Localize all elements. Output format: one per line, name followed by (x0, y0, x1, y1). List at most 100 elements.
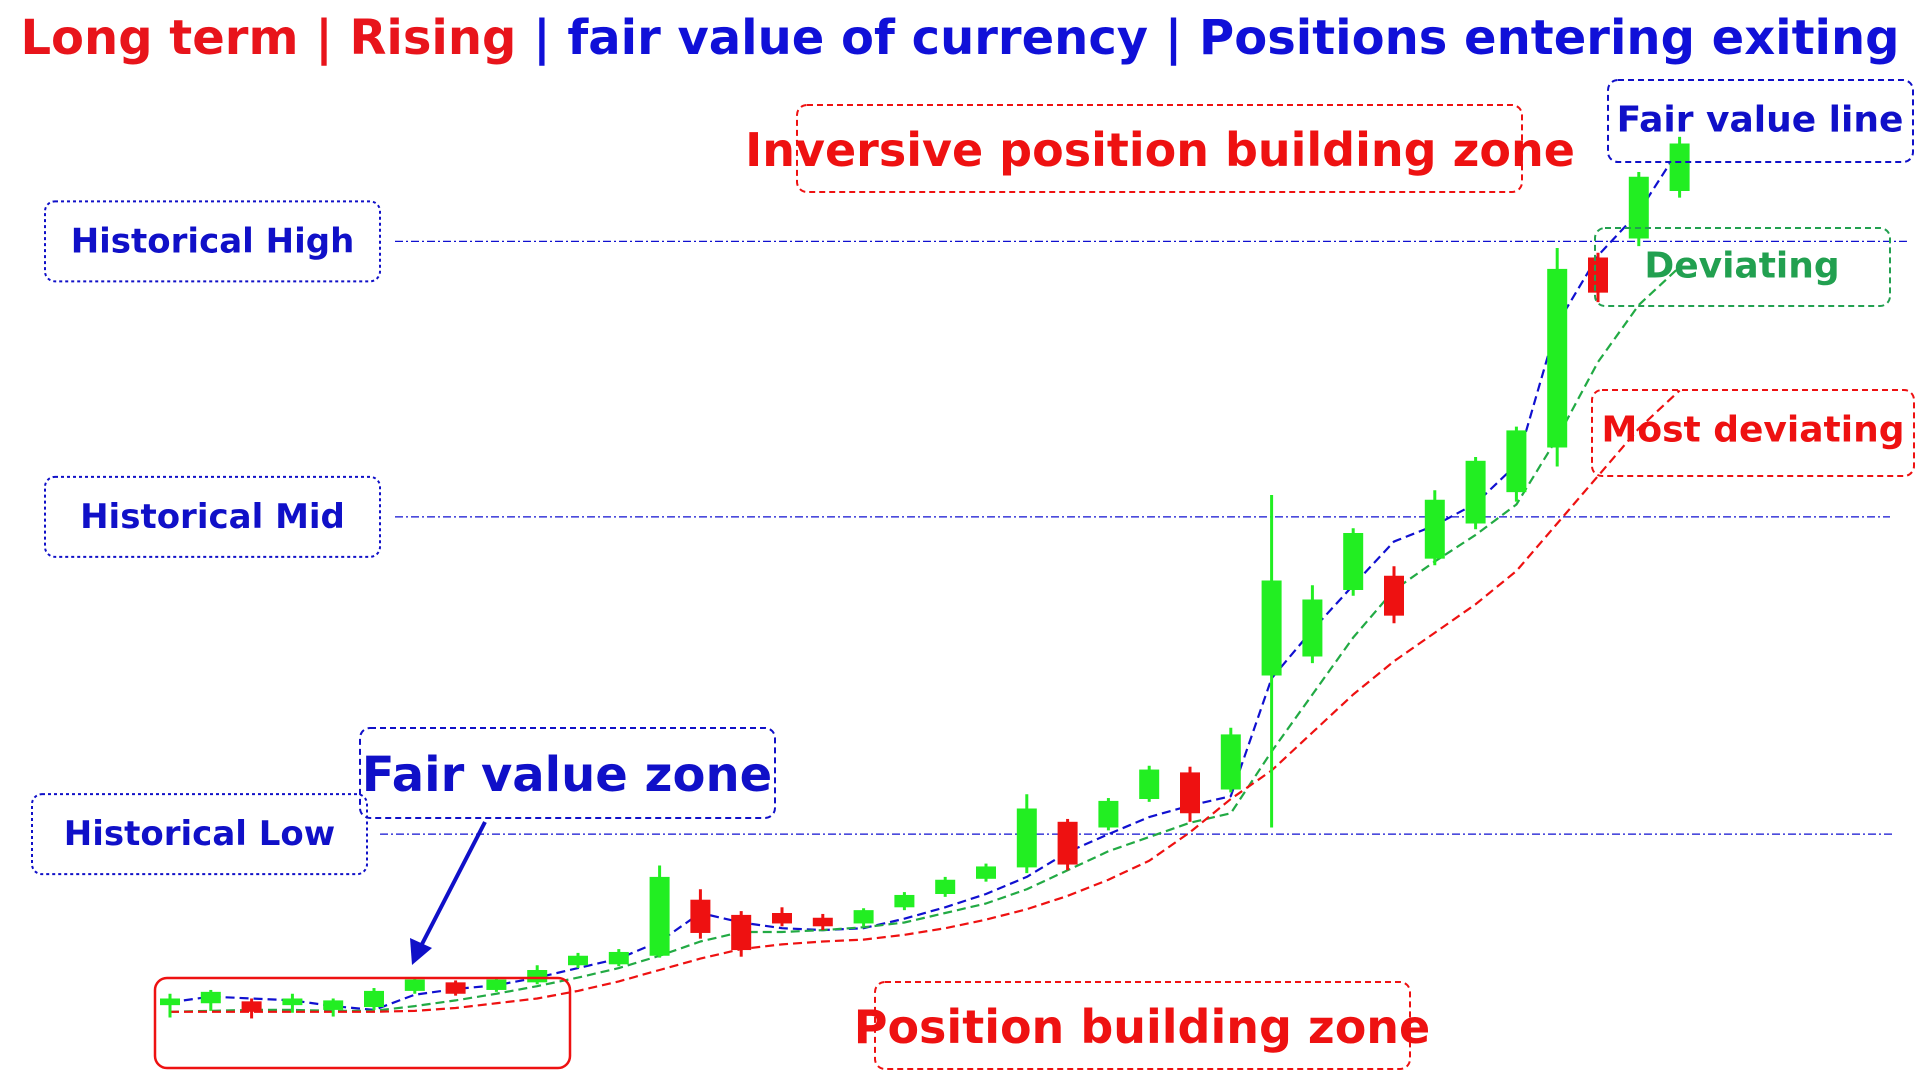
title-part-rising: Rising (349, 10, 517, 66)
candle-body (568, 955, 588, 966)
inversive-zone-box (796, 104, 1523, 193)
title-separator: | (315, 10, 333, 66)
candle (853, 908, 874, 927)
arrow-head-icon (410, 938, 432, 965)
candle (323, 998, 344, 1017)
deviating-box (1594, 227, 1891, 307)
candles (160, 136, 1690, 1019)
candle-body (690, 899, 711, 933)
candle-body (1628, 176, 1649, 239)
title-separator: | (533, 10, 551, 66)
historical-level-label: Historical Mid (80, 497, 345, 537)
candle-body (1547, 268, 1568, 448)
historical-level-box (44, 200, 381, 283)
candle-body (1506, 430, 1527, 493)
position-building-zone-label: Position building zone (854, 1000, 1431, 1054)
most-deviating-line (170, 389, 1681, 1013)
candle-body (1588, 257, 1608, 293)
candle-body (445, 982, 466, 994)
fair-value-region-box (153, 976, 572, 1070)
candle (241, 998, 262, 1019)
deviating-label: Deviating (1644, 246, 1839, 287)
candle (200, 989, 221, 1011)
candle (608, 949, 629, 967)
title-part-long-term: Long term (20, 10, 299, 66)
candle-body (1261, 580, 1282, 676)
position-building-zone-box (874, 981, 1411, 1070)
most-deviating-label: Most deviating (1602, 410, 1905, 451)
candle (1547, 248, 1568, 467)
candle-body (731, 914, 752, 951)
candle (1180, 766, 1200, 822)
candle (364, 988, 384, 1010)
candle (1343, 528, 1364, 596)
candle-body (1302, 599, 1323, 657)
candle (160, 993, 180, 1018)
fair-value-line-box (1607, 79, 1914, 163)
candle (772, 907, 792, 927)
candle-body (323, 1000, 344, 1010)
candle (690, 889, 711, 939)
candle-body (1343, 533, 1364, 590)
candle (1016, 794, 1037, 874)
candle-body (772, 913, 792, 924)
candle-body (1057, 821, 1078, 865)
annotation-labels: Fair value zone Inversive position buildi… (153, 79, 1915, 1070)
title-separator: | (1164, 10, 1183, 66)
fair-value-zone-box (359, 727, 776, 819)
candle (1628, 172, 1649, 247)
candle-body (200, 991, 221, 1004)
candle (1669, 136, 1690, 198)
candle (404, 977, 425, 994)
candle (649, 865, 670, 958)
candle-body (608, 951, 629, 965)
candle (812, 913, 833, 931)
most-deviating-box (1591, 389, 1915, 477)
candle-body (1098, 800, 1119, 828)
candle (1098, 798, 1119, 831)
candle (1384, 566, 1404, 624)
candle (527, 965, 548, 985)
historical-level-label: Historical High (71, 221, 355, 261)
candle-body (812, 917, 833, 927)
historical-level-box (44, 475, 381, 558)
candle-body (1139, 769, 1160, 799)
title-part-positions: Positions entering exiting (1199, 10, 1900, 66)
candle (1465, 457, 1486, 530)
candle-body (1424, 499, 1445, 559)
candle (1057, 818, 1078, 871)
candle-body (404, 979, 425, 991)
title-part-fair-value: fair value of currency (567, 10, 1149, 66)
candle-body (160, 998, 180, 1006)
candle-body (976, 866, 996, 879)
deviating-line (169, 266, 1681, 1013)
historical-levels: Historical High Historical Mid Historical … (31, 200, 1910, 876)
candle (731, 911, 752, 957)
historical-level-label: Historical Low (64, 814, 335, 854)
candle (445, 980, 466, 996)
candle (486, 977, 507, 992)
candle (894, 892, 915, 911)
candle (1588, 252, 1608, 303)
inversive-zone-label: Inversive position building zone (745, 123, 1575, 177)
candle-body (364, 990, 384, 1008)
candle (1139, 765, 1160, 802)
candle (935, 876, 956, 897)
candle (568, 952, 588, 969)
candle-body (649, 876, 670, 956)
candle-body (1465, 460, 1486, 524)
candle (976, 863, 996, 882)
candle-body (241, 1001, 262, 1012)
candle-body (894, 894, 915, 908)
candle-body (527, 970, 548, 983)
candle (1220, 727, 1241, 793)
historical-level-box (31, 793, 368, 876)
candle-body (853, 910, 874, 924)
chart-title: Long term | Rising | fair value of curre… (0, 10, 1920, 66)
candle (1302, 585, 1323, 664)
deviation-lines (169, 147, 1681, 1013)
candle (1261, 495, 1282, 828)
candle-body (935, 879, 956, 894)
candle-body (1016, 808, 1037, 868)
